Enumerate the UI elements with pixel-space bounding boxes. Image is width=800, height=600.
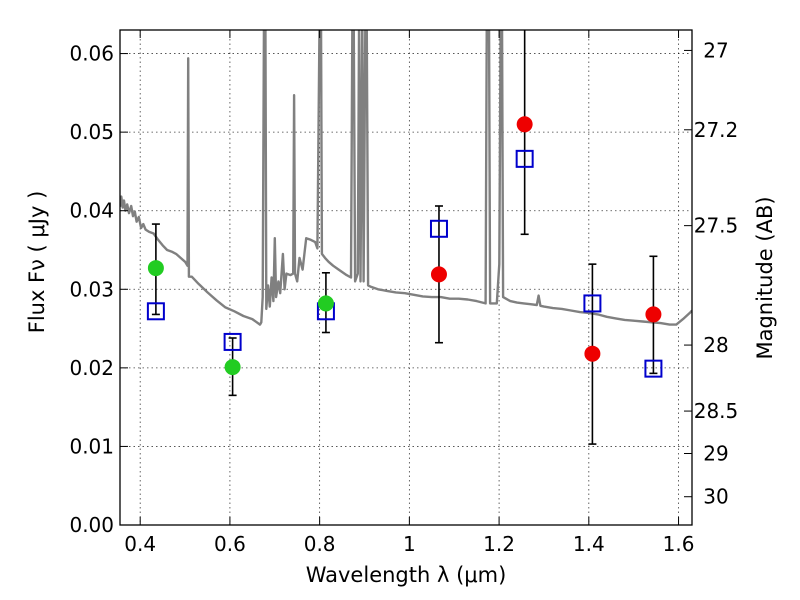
model-point-square [583,294,602,313]
magnitude-tick-label: 29 [703,442,728,466]
magnitude-tick-label: 30 [703,485,728,509]
magnitude-tick-label: 27 [703,38,728,62]
observed-point [224,359,241,376]
x-tick-label: 1.4 [573,532,605,556]
observed-point [645,306,662,323]
y-tick-label: 0.06 [69,42,114,66]
observed-point [317,295,334,312]
observed-point [516,116,533,133]
y-tick-label: 0.00 [69,513,114,537]
model-point-square [429,219,448,238]
magnitude-tick-label: 27.2 [694,118,739,142]
x-tick-label: 1.2 [483,532,515,556]
model-point-square [644,359,663,378]
y-tick-label: 0.05 [69,120,114,144]
observed-photometry-points [147,116,662,376]
x-tick-label: 1.6 [663,532,695,556]
y-tick-label: 0.02 [69,356,114,380]
y2-axis-label: Magnitude (AB) [753,196,777,359]
y-tick-label: 0.04 [69,199,114,223]
x-tick-label: 1 [403,532,416,556]
x-tick-label: 0.6 [214,532,246,556]
plot-frame [119,29,693,526]
observed-point [147,260,164,277]
magnitude-tick-labels: 27 27.2 27.5 28 28.5 29 30 [694,38,739,508]
magnitude-tick-label: 27.5 [694,214,739,238]
magnitude-tick-label: 28.5 [694,399,739,423]
y-tick-label: 0.01 [69,434,114,458]
x-tick-labels: 0.4 0.6 0.8 1 1.2 1.4 1.6 [124,532,694,556]
model-photometry-squares [146,149,663,378]
magnitude-tick-label: 28 [703,333,728,357]
plot-area [120,30,692,525]
model-spectrum-line [120,30,692,326]
axis-ticks [120,30,692,526]
x-axis-label: Wavelength λ (μm) [306,563,507,587]
model-point-square [146,302,165,321]
observed-point [584,345,601,362]
y-tick-labels: 0.00 0.01 0.02 0.03 0.04 0.05 0.06 [69,42,114,537]
y-axis-label: Flux Fν ( μJy ) [25,191,49,334]
x-tick-label: 0.4 [124,532,156,556]
model-point-square [223,332,242,351]
y-tick-label: 0.03 [69,277,114,301]
observed-point [430,266,447,283]
x-tick-label: 0.8 [304,532,336,556]
model-point-square [515,149,534,168]
